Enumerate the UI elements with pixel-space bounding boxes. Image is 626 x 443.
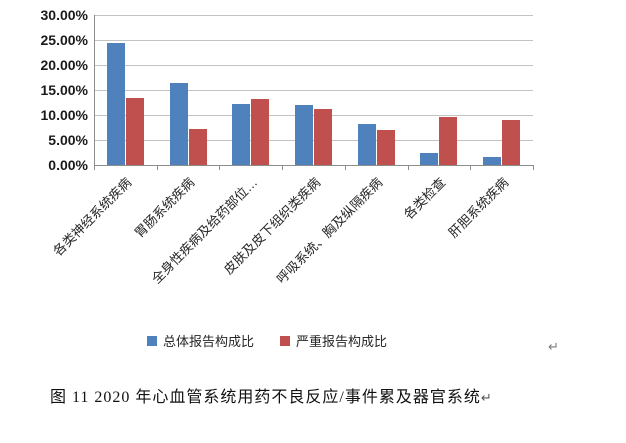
x-axis-tick	[219, 165, 221, 170]
x-axis-tick	[407, 165, 409, 170]
gridline	[94, 65, 533, 66]
bar-total-1	[169, 83, 188, 165]
x-axis-tick	[156, 165, 158, 170]
x-axis-tick	[344, 165, 346, 170]
bar-serious-6	[502, 120, 521, 165]
legend-item-1: 严重报告构成比	[280, 331, 387, 350]
paragraph-return-mark: ↵	[548, 340, 559, 355]
plot-area	[94, 15, 534, 170]
x-axis-tick	[94, 165, 95, 170]
y-axis-line	[94, 15, 95, 166]
bar-total-5	[420, 152, 439, 165]
legend-marker-icon	[147, 335, 157, 346]
gridline	[94, 115, 533, 116]
legend-label: 总体报告构成比	[163, 334, 255, 349]
x-category-label: 呼吸系统、胸及纵隔疾病	[273, 174, 386, 287]
gridline	[94, 140, 533, 141]
caption-return-mark: ↵	[480, 391, 492, 406]
bar-serious-4	[376, 129, 395, 165]
bar-serious-0	[125, 97, 144, 165]
x-category-label: 皮肤及皮下组织类疾病	[220, 174, 323, 278]
y-tick-label: 25.00%	[40, 32, 88, 48]
y-tick-label: 30.00%	[40, 7, 88, 23]
bar-total-2	[232, 103, 251, 165]
chart-legend: 总体报告构成比 严重报告构成比	[147, 331, 387, 350]
legend-label: 严重报告构成比	[296, 334, 388, 349]
y-tick-label: 15.00%	[40, 82, 88, 98]
x-axis-tick	[282, 165, 284, 170]
x-category-label: 肝胆系统疾病	[445, 174, 511, 241]
bar-total-0	[106, 43, 125, 165]
bar-total-3	[295, 105, 313, 165]
y-tick-label: 10.00%	[40, 107, 88, 123]
x-category-label: 各类神经系统疾病	[50, 174, 135, 259]
y-tick-label: 20.00%	[40, 57, 88, 73]
bar-serious-1	[188, 129, 207, 165]
x-category-label: 全身性疾病及给药部位…	[148, 174, 261, 287]
bar-serious-5	[439, 116, 458, 165]
x-axis-tick	[470, 165, 472, 170]
bar-serious-2	[251, 99, 270, 165]
x-axis-line	[94, 165, 533, 166]
caption-text: 图 11 2020 年心血管系统用药不良反应/事件累及器官系统	[50, 389, 481, 406]
gridline	[94, 90, 533, 91]
legend-item-0: 总体报告构成比	[147, 331, 254, 350]
y-tick-label: 5.00%	[48, 132, 88, 148]
x-axis-tick	[533, 165, 534, 170]
bar-chart: 0.00% 5.00% 10.00% 15.00% 20.00% 25.00% 30.00%…	[40, 7, 534, 350]
gridline	[94, 15, 533, 16]
x-category-label: 各类检查	[400, 174, 449, 223]
figure-caption: 图 11 2020 年心血管系统用药不良反应/事件累及器官系统↵	[50, 383, 590, 407]
bar-total-4	[357, 123, 376, 165]
legend-marker-icon	[280, 335, 291, 346]
bar-serious-3	[314, 109, 332, 165]
y-tick-label: 0.00%	[48, 157, 88, 173]
gridline	[94, 40, 533, 41]
x-category-label: 胃肠系统疾病	[131, 174, 198, 241]
bar-total-6	[483, 156, 502, 165]
